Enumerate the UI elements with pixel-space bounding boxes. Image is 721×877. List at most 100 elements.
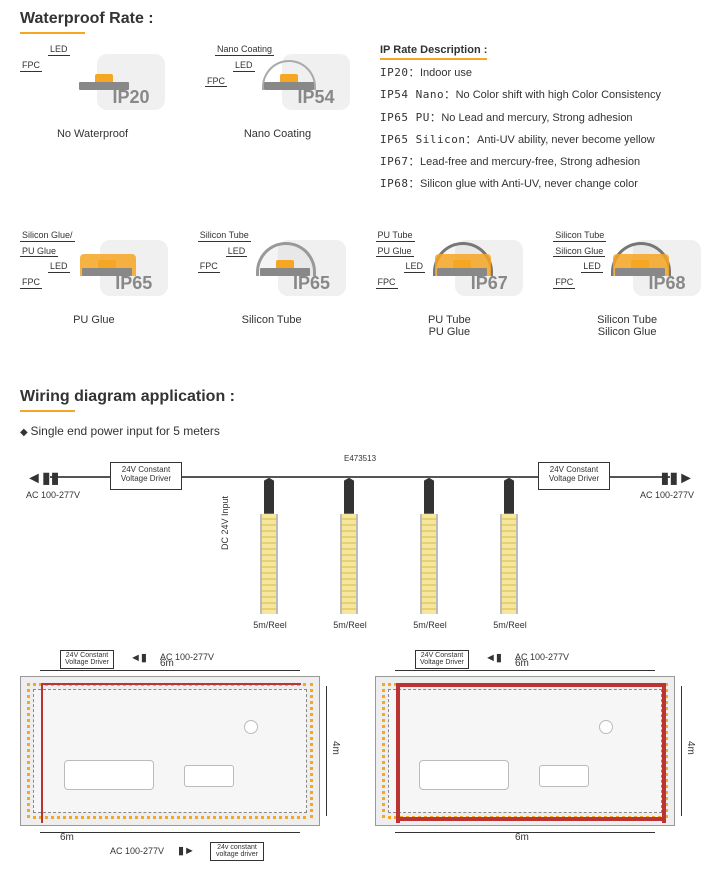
ip-code: IP65 xyxy=(115,273,152,294)
sofa-icon xyxy=(419,760,509,790)
led-chip-icon xyxy=(79,82,129,90)
driver-box-left: 24V Constant Voltage Driver xyxy=(110,462,182,490)
led-chip-icon xyxy=(264,82,314,90)
wire-red xyxy=(41,683,43,823)
room-diagrams: 24V Constant Voltage Driver ◄▮ AC 100-27… xyxy=(20,676,701,826)
room-inner xyxy=(388,689,662,813)
lbl-fpc: FPC xyxy=(198,261,220,273)
plug-icon: ▮▮► xyxy=(661,468,694,488)
lbl-fpc: FPC xyxy=(20,277,42,289)
ip-grid-row2: Silicon Glue/ PU Glue LED FPC IP65 PU Gl… xyxy=(20,230,701,338)
ip-code: IP54 xyxy=(297,87,334,108)
ac-label-right: AC 100-277V xyxy=(640,490,694,500)
cert-label: E473513 xyxy=(344,454,376,463)
ip-cell-ip68: Silicon Tube Silicon Glue LED FPC IP68 S… xyxy=(553,230,701,338)
wire-red xyxy=(396,683,400,823)
lbl-fpc: FPC xyxy=(205,76,227,88)
led-strip-reel: 5m/Reel xyxy=(340,478,358,630)
wire-red xyxy=(662,683,666,823)
dim-arrow xyxy=(681,686,682,816)
title-underline xyxy=(20,410,75,412)
ip-cell-ip65pu: Silicon Glue/ PU Glue LED FPC IP65 PU Gl… xyxy=(20,230,168,338)
dim-arrow xyxy=(40,832,300,833)
ip-cell-ip65si: Silicon Tube LED FPC IP65 Silicon Tube xyxy=(198,230,346,338)
section-wiring: Wiring diagram application : Single end … xyxy=(20,388,701,826)
plug-icon: ◄▮ xyxy=(485,651,502,664)
driver-box-right: 24V Constant Voltage Driver xyxy=(538,462,610,490)
dim-width-top: 6m xyxy=(160,658,174,669)
ac-label: AC 100-277V xyxy=(110,846,164,856)
dim-arrow xyxy=(326,686,327,816)
dc-label: DC 24V Input xyxy=(220,496,230,550)
wiring-subtitle: Single end power input for 5 meters xyxy=(20,424,701,438)
ip-code: IP20 xyxy=(112,87,149,108)
ip-desc-row: IP67：Lead-free and mercury-free, Strong … xyxy=(380,155,701,169)
lbl-pu-tube: PU Tube xyxy=(376,230,415,242)
waterproof-title: Waterproof Rate : xyxy=(20,10,154,28)
ip-cell-ip20: LED FPC IP20 No Waterproof xyxy=(20,44,165,200)
led-strip xyxy=(310,683,313,819)
led-strip-reel: 5m/Reel xyxy=(500,478,518,630)
wire-red xyxy=(396,817,666,821)
lbl-fpc: FPC xyxy=(553,277,575,289)
lbl-fpc: FPC xyxy=(376,277,398,289)
dim-arrow xyxy=(40,670,300,671)
wiring-title: Wiring diagram application : xyxy=(20,388,235,406)
ip-desc-row: IP54 Nano：No Color shift with high Color… xyxy=(380,88,701,102)
lamp-icon xyxy=(599,720,613,734)
lbl-si-tube: Silicon Tube xyxy=(198,230,251,242)
ip-desc-block: IP Rate Description : IP20：Indoor use IP5… xyxy=(380,44,701,200)
led-strip xyxy=(382,683,385,819)
dim-width-bottom: 6m xyxy=(515,832,529,843)
mini-driver: 24V Constant Voltage Driver xyxy=(60,650,114,669)
ip-caption: PU Glue xyxy=(20,314,168,326)
ip-desc-title: IP Rate Description : xyxy=(380,44,487,60)
ip-desc-row: IP68：Silicon glue with Anti-UV, never ch… xyxy=(380,177,701,191)
room-right: 24V Constant Voltage Driver ◄▮ AC 100-27… xyxy=(375,676,700,826)
room-box xyxy=(375,676,675,826)
ip-desc-row: IP20：Indoor use xyxy=(380,66,701,80)
plug-icon: ◄▮▮ xyxy=(26,468,59,488)
section-waterproof: Waterproof Rate : LED FPC IP20 No Waterp… xyxy=(20,10,701,338)
lbl-nano: Nano Coating xyxy=(215,44,274,56)
ip-cell-ip54: Nano Coating LED FPC IP54 Nano Coating xyxy=(205,44,350,200)
lbl-fpc: FPC xyxy=(20,60,42,72)
lbl-led: LED xyxy=(404,261,426,273)
plug-icon: ▮► xyxy=(178,844,195,857)
led-chip-icon xyxy=(615,268,665,276)
wiring-diagram: E473513 ◄▮▮ ▮▮► 24V Constant Voltage Dri… xyxy=(20,446,700,656)
table-icon xyxy=(184,765,234,787)
lbl-led: LED xyxy=(48,261,70,273)
lbl-led: LED xyxy=(226,246,248,258)
table-icon xyxy=(539,765,589,787)
ip-desc-row: IP65 PU：No Lead and mercury, Strong adhe… xyxy=(380,111,701,125)
led-strip xyxy=(33,816,307,819)
led-strip xyxy=(27,683,30,819)
ac-label-left: AC 100-277V xyxy=(26,490,80,500)
ip-code: IP67 xyxy=(471,273,508,294)
wire-red xyxy=(41,683,301,685)
lbl-led: LED xyxy=(581,261,603,273)
ip-grid-row1: LED FPC IP20 No Waterproof Nano Coating … xyxy=(20,44,360,200)
ip-code: IP68 xyxy=(648,273,685,294)
lbl-si-tube: Silicon Tube xyxy=(553,230,606,242)
ip-caption: Silicon Tube xyxy=(198,314,346,326)
ip-code: IP65 xyxy=(293,273,330,294)
room-left: 24V Constant Voltage Driver ◄▮ AC 100-27… xyxy=(20,676,345,826)
dim-width-top: 6m xyxy=(515,658,529,669)
room-inner xyxy=(33,689,307,813)
ip-caption: Nano Coating xyxy=(205,128,350,140)
lbl-si-glue: Silicon Glue xyxy=(553,246,605,258)
led-strip-reel: 5m/Reel xyxy=(420,478,438,630)
dim-width-bottom: 6m xyxy=(60,832,74,843)
ip-caption: No Waterproof xyxy=(20,128,165,140)
dim-height: 4m xyxy=(685,741,696,755)
mini-driver: 24V Constant Voltage Driver xyxy=(415,650,469,669)
ip-cell-ip67: PU Tube PU Glue LED FPC IP67 PU Tube PU … xyxy=(376,230,524,338)
title-underline xyxy=(20,32,85,34)
led-chip-icon xyxy=(437,268,487,276)
plug-icon: ◄▮ xyxy=(130,651,147,664)
led-strip-reel: 5m/Reel xyxy=(260,478,278,630)
mini-driver: 24v constant voltage driver xyxy=(210,842,264,861)
dim-height: 4m xyxy=(330,741,341,755)
